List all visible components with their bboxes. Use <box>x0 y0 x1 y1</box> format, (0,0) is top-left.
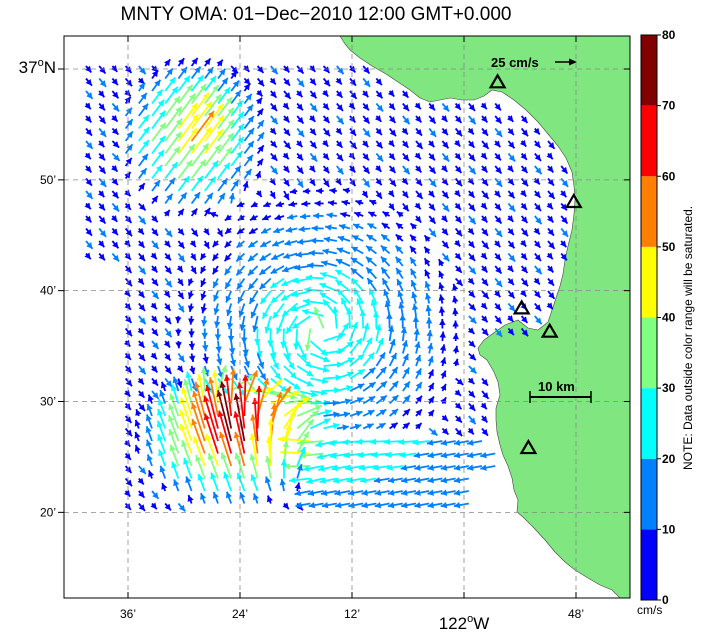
station-marker <box>564 192 583 209</box>
colorbar-segment <box>641 105 657 177</box>
colorbar-tick-label: 40 <box>662 311 676 325</box>
colorbar-tick-label: 0 <box>662 593 669 607</box>
colorbar-tick-label: 20 <box>662 452 676 466</box>
colorbar-tick-label: 70 <box>662 99 676 113</box>
colorbar-segment <box>641 388 657 459</box>
scale-vector-arrow-head <box>569 58 577 66</box>
colorbar-unit: cm/s <box>637 603 662 617</box>
scale-vector-label: 25 cm/s <box>491 55 539 70</box>
grid-lines <box>64 36 630 598</box>
station-marker <box>519 438 538 455</box>
lat-tick-label: 30’ <box>40 395 56 409</box>
lat-tick-label: 50’ <box>40 173 56 187</box>
colorbar-segment <box>641 176 657 247</box>
colorbar-segment <box>641 529 657 600</box>
lon-tick-label: 24’ <box>232 607 248 621</box>
lon-tick-label: 36’ <box>120 607 136 621</box>
colorbar-note: NOTE: Data outside color range will be s… <box>681 206 695 470</box>
station-marker <box>540 322 559 338</box>
colorbar-tick-label: 60 <box>662 169 676 183</box>
latitude-labels: 37oN 50’ 40’ 30’ 20’ <box>19 57 56 519</box>
colorbar-tick-label: 10 <box>662 522 676 536</box>
colorbar-tick-label: 30 <box>662 381 676 395</box>
longitude-labels: 36’ 24’ 12’ 122oW 48’ <box>120 607 584 633</box>
colorbar: 0 10 20 30 40 50 60 70 80 <box>640 28 676 607</box>
map-title: MNTY OMA: 01−Dec−2010 12:00 GMT+0.000 <box>120 4 512 25</box>
lat-tick-label: 37oN <box>19 57 56 77</box>
colorbar-segment <box>641 246 657 318</box>
station-marker <box>512 299 531 315</box>
lon-tick-label: 122oW <box>439 613 490 633</box>
scale-vector: 25 cm/s <box>491 55 577 70</box>
plot-frame <box>63 35 631 599</box>
colorbar-tick-label: 50 <box>662 240 676 254</box>
colorbar-segment <box>641 35 657 106</box>
colorbar-segment <box>641 458 657 530</box>
lat-tick-label: 20’ <box>40 505 56 519</box>
current-vectors <box>84 57 569 512</box>
colorbar-tick-label: 80 <box>662 28 676 42</box>
station-marker <box>488 73 507 89</box>
lon-tick-label: 48’ <box>568 607 584 621</box>
land-mass <box>339 36 630 598</box>
station-markers <box>488 73 583 455</box>
lon-tick-label: 12’ <box>344 607 360 621</box>
distance-scale: 10 km <box>529 379 592 403</box>
colorbar-segment <box>641 317 657 389</box>
axis-ticks <box>58 36 630 598</box>
distance-scale-label: 10 km <box>538 379 575 394</box>
lat-tick-label: 40’ <box>40 284 56 298</box>
